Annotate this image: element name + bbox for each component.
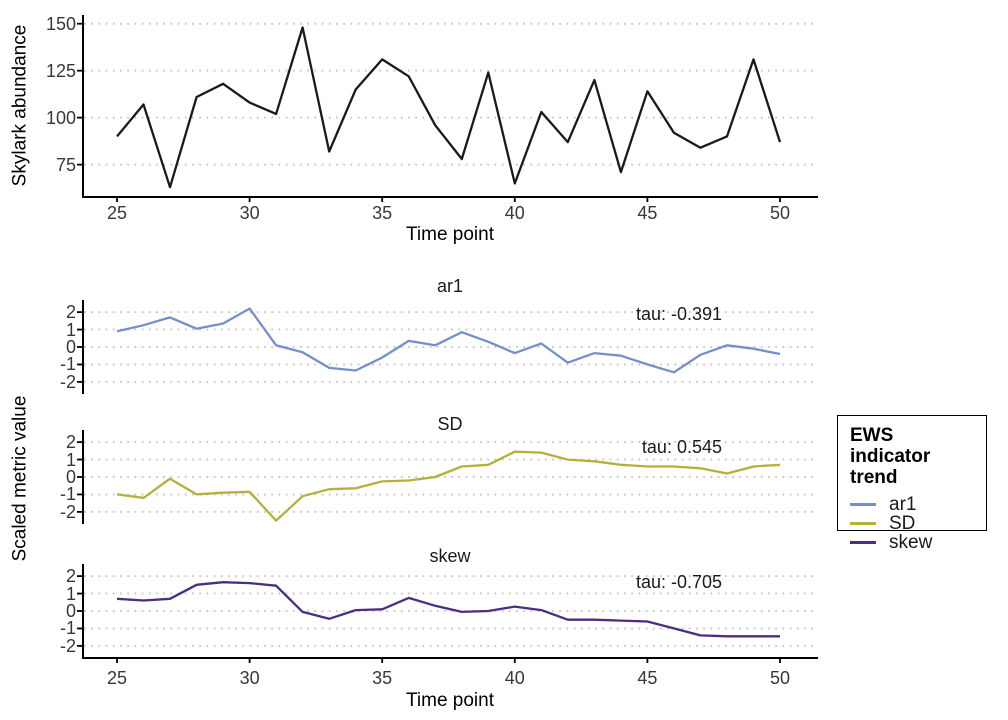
x-tick-label: 30 <box>239 203 260 223</box>
x-tick-label: 40 <box>504 203 525 223</box>
legend-item-label: skew <box>889 532 933 553</box>
x-tick-label: 45 <box>637 203 658 223</box>
x-tick-label: 35 <box>372 203 393 223</box>
facet-x-axis-title: Time point <box>406 690 494 711</box>
y-tick-label: -2 <box>59 635 76 656</box>
legend-item-skew: skew <box>838 533 986 552</box>
legend-title: EWS indicator trend <box>850 425 931 488</box>
y-tick-label: -1 <box>59 354 76 375</box>
y-tick-label: 0 <box>65 337 76 357</box>
legend-line-swatch <box>850 522 876 525</box>
y-tick-label: 125 <box>45 60 76 81</box>
tau-annotation-ar1: tau: -0.391 <box>635 304 722 324</box>
x-tick-label: 35 <box>372 668 393 688</box>
y-tick-label: -1 <box>59 618 76 639</box>
legend-line-swatch <box>850 503 876 506</box>
y-tick-label: 0 <box>65 467 76 487</box>
tau-annotation-skew: tau: -0.705 <box>635 572 722 592</box>
x-tick-label: 25 <box>106 203 128 223</box>
y-tick-label: 2 <box>65 432 76 453</box>
top-x-axis-title: Time point <box>406 224 494 245</box>
SD-line <box>116 450 781 522</box>
y-tick-label: 100 <box>45 107 76 128</box>
y-tick-label: 75 <box>55 154 76 175</box>
x-tick-label: 25 <box>106 668 128 688</box>
y-tick-label: -2 <box>59 501 76 522</box>
y-tick-label: 1 <box>65 449 76 470</box>
legend-line-swatch <box>850 541 876 544</box>
y-tick-label: 1 <box>65 583 76 604</box>
x-tick-label: 45 <box>637 668 658 688</box>
legend-item-label: SD <box>889 513 916 534</box>
y-tick-label: -1 <box>59 484 76 505</box>
y-tick-label: 1 <box>65 319 76 340</box>
top-y-axis-title: Skylark abundance <box>9 24 31 187</box>
legend-items: ar1 SD skew <box>838 495 986 552</box>
y-tick-label: -2 <box>59 371 76 392</box>
x-tick-label: 50 <box>769 668 791 688</box>
ar1-line <box>116 307 781 374</box>
legend-box: EWS indicator trend ar1 SD skew <box>837 415 987 552</box>
facet-title-sd: SD <box>437 414 463 434</box>
abundance-line <box>116 26 782 189</box>
x-tick-label: 50 <box>769 203 791 223</box>
x-tick-label: 40 <box>504 668 525 688</box>
legend-item-ar1: ar1 <box>838 495 986 514</box>
facet-title-ar1: ar1 <box>436 276 463 296</box>
skew-line <box>116 581 780 638</box>
legend-item-SD: SD <box>838 514 986 533</box>
x-tick-label: 30 <box>239 668 260 688</box>
y-tick-label: 2 <box>65 302 76 323</box>
legend-item-label: ar1 <box>889 494 917 515</box>
y-tick-label: 0 <box>65 601 76 621</box>
facet-title-skew: skew <box>429 546 471 566</box>
tau-annotation-sd: tau: 0.545 <box>641 437 722 457</box>
y-tick-label: 2 <box>65 566 76 587</box>
y-tick-label: 150 <box>45 13 76 34</box>
